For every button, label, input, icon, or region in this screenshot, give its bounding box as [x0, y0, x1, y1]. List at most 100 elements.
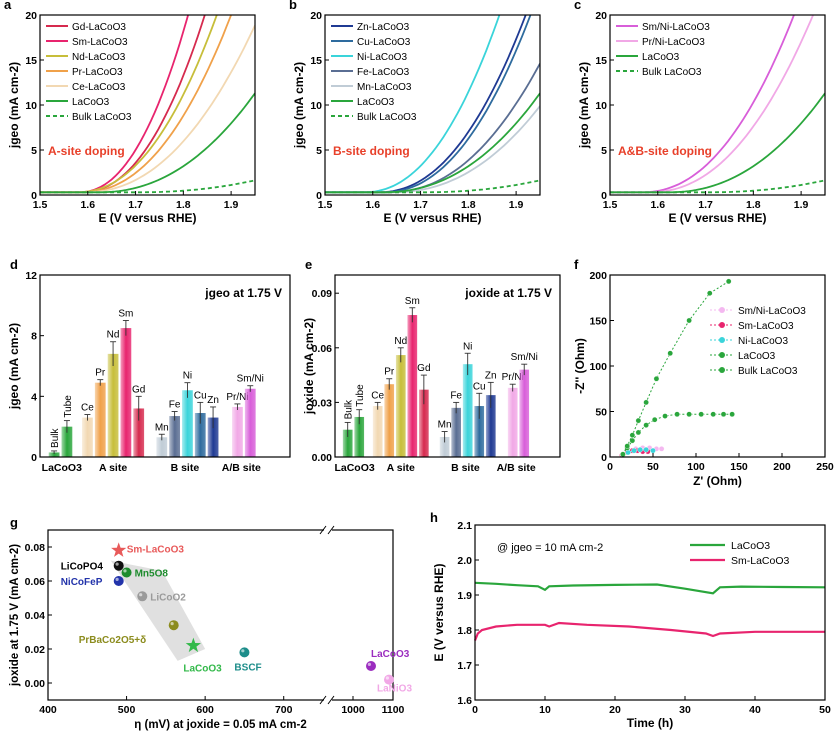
- y-tick-label: 20: [595, 10, 607, 22]
- y-tick-label: 150: [589, 316, 607, 328]
- x-tick-label: 1.9: [794, 199, 809, 211]
- bar-tube: [61, 426, 73, 457]
- axis-break-gap: [324, 527, 332, 533]
- point-label: PrBaCo2O5+δ: [79, 635, 146, 646]
- bar-pr: [94, 382, 106, 457]
- y-tick-label: 0.00: [312, 452, 333, 464]
- bar-mn: [439, 436, 450, 457]
- y-tick-label: 5: [31, 145, 37, 157]
- series-line-lacoo3: [40, 92, 255, 194]
- y-tick-label: 15: [595, 55, 607, 67]
- panel-annotation: B-site doping: [333, 144, 410, 158]
- panel-letter: h: [430, 510, 438, 525]
- nyquist-line: [622, 280, 729, 455]
- y-tick-label: 8: [31, 331, 37, 343]
- bar-label: Sm: [405, 296, 420, 307]
- nyquist-point: [643, 399, 649, 406]
- legend-label: LaCoO3: [731, 540, 770, 552]
- y-tick-label: 4: [31, 391, 37, 403]
- x-tick-label: 150: [730, 461, 748, 473]
- legend-label: Sm/Ni-LaCoO3: [738, 306, 806, 317]
- plot-frame-d: [39, 274, 291, 458]
- y-tick-label: 20: [310, 10, 322, 22]
- y-tick-label: 1.6: [457, 695, 472, 707]
- legend-label: Bulk LaCoO3: [738, 366, 798, 377]
- series-line-ce: [40, 25, 255, 194]
- nyquist-point: [729, 411, 735, 418]
- point-label: LiCoPO4: [61, 562, 104, 573]
- bar-gd: [133, 408, 145, 457]
- legend-label: Zn-LaCoO3: [357, 22, 410, 33]
- bar-label: Pr/Ni: [502, 372, 524, 383]
- x-tick-label: 1.5: [318, 199, 333, 211]
- x-tick-label: 50: [819, 704, 831, 716]
- point-label: NiCoFeP: [61, 577, 103, 588]
- legend-marker: [719, 367, 725, 373]
- y-axis-title: -Z'' (Ohm): [573, 338, 587, 394]
- y-axis-title: jgeo (mA cm-2): [292, 62, 306, 149]
- y-axis-title: jgeo (mA cm-2): [577, 62, 591, 149]
- bar-nd: [395, 355, 406, 457]
- legend-label: Pr-LaCoO3: [72, 67, 123, 78]
- legend-label: Sm-LaCoO3: [738, 321, 794, 332]
- bar-label: Zn: [485, 370, 497, 381]
- bar-label: Gd: [417, 363, 430, 374]
- legend-marker: [719, 307, 725, 313]
- nyquist-point: [651, 416, 658, 423]
- star-marker: [185, 637, 201, 653]
- plot-frame-e: [334, 274, 561, 458]
- x-tick-label: 1.8: [746, 199, 761, 211]
- y-tick-label: 0.08: [25, 542, 46, 554]
- nyquist-point: [710, 411, 717, 418]
- bar-prni: [507, 387, 518, 457]
- panel-annotation: A&B-site doping: [618, 144, 712, 158]
- point-label: LiCoO2: [150, 592, 186, 603]
- y-tick-label: 0: [316, 190, 322, 202]
- legend-marker: [719, 322, 725, 328]
- bar-bulk: [48, 452, 60, 457]
- axis-break: [319, 525, 335, 535]
- x-tick-label: 200: [773, 461, 791, 473]
- x-tick-label: 1.8: [461, 199, 476, 211]
- series-line-bulk: [610, 179, 825, 194]
- legend-label: Ce-LaCoO3: [72, 82, 126, 93]
- bar-nd: [107, 353, 119, 457]
- legend-label: Nd-LaCoO3: [72, 52, 126, 63]
- legend-label: LaCoO3: [738, 351, 776, 362]
- bar-label: Mn: [155, 422, 169, 433]
- nyquist-point: [725, 278, 732, 285]
- bar-gd: [419, 389, 429, 457]
- bar-cu: [194, 413, 206, 457]
- legend-label: LaCoO3: [72, 97, 110, 108]
- panel-letter: e: [305, 257, 312, 272]
- y-tick-label: 0.02: [25, 644, 46, 656]
- sphere-marker: [366, 661, 376, 671]
- x-tick-label: 100: [687, 461, 705, 473]
- y-tick-label: 15: [310, 55, 322, 67]
- x-tick-label: 500: [118, 704, 136, 716]
- x-tick-label: 0: [472, 704, 478, 716]
- bar-ce: [372, 406, 383, 457]
- legend-label: Bulk LaCoO3: [357, 112, 417, 123]
- y-tick-label: 20: [25, 10, 37, 22]
- bar-ni: [182, 390, 193, 457]
- x-axis-title: E (V versus RHE): [668, 211, 766, 225]
- legend-label: Mn-LaCoO3: [357, 82, 412, 93]
- sphere-marker: [137, 591, 148, 602]
- bar-ce: [82, 417, 93, 457]
- group-label: A site: [99, 462, 127, 474]
- bar-label: Tube: [355, 384, 366, 407]
- bar-label: Mn: [438, 420, 452, 431]
- point-label: LaCoO3: [371, 649, 410, 660]
- group-label: A site: [387, 462, 415, 474]
- bar-sm: [120, 328, 132, 457]
- series-group: [610, 15, 825, 194]
- bar-smni: [244, 388, 256, 457]
- y-tick-label: 0: [601, 190, 607, 202]
- x-tick-label: 400: [39, 704, 57, 716]
- nyquist-point: [637, 446, 643, 453]
- bar-label: Sm/Ni: [237, 374, 264, 385]
- trend-band: [110, 560, 206, 661]
- x-tick-label: 20: [609, 704, 621, 716]
